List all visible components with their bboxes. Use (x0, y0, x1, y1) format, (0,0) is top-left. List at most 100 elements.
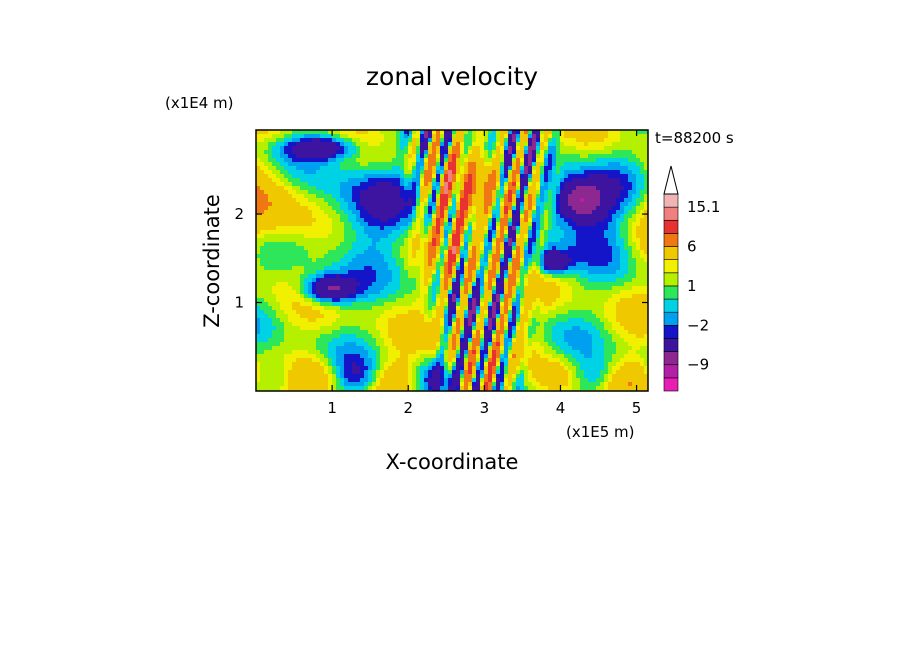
heatmap-cell (480, 222, 485, 227)
heatmap-cell (380, 162, 385, 167)
heatmap-cell (436, 174, 441, 179)
heatmap-cell (536, 226, 541, 231)
heatmap-cell (364, 354, 369, 359)
heatmap-cell (280, 142, 285, 147)
heatmap-cell (364, 130, 369, 135)
heatmap-cell (468, 206, 473, 211)
heatmap-cell (316, 222, 321, 227)
heatmap-cell (528, 150, 533, 155)
heatmap-cell (432, 146, 437, 151)
heatmap-cell (304, 210, 309, 215)
heatmap-cell (388, 346, 393, 351)
heatmap-cell (532, 190, 537, 195)
heatmap-cell (304, 170, 309, 175)
heatmap-cell (456, 350, 461, 355)
heatmap-cell (312, 314, 317, 319)
heatmap-cell (364, 194, 369, 199)
heatmap-cell (344, 294, 349, 299)
heatmap-cell (400, 242, 405, 247)
heatmap-cell (324, 186, 329, 191)
heatmap-cell (444, 322, 449, 327)
heatmap-cell (432, 318, 437, 323)
heatmap-cell (508, 218, 513, 223)
heatmap-cell (304, 346, 309, 351)
heatmap-cell (528, 246, 533, 251)
heatmap-cell (516, 362, 521, 367)
heatmap-cell (304, 190, 309, 195)
heatmap-cell (504, 302, 509, 307)
heatmap-cell (528, 190, 533, 195)
heatmap-cell (556, 186, 561, 191)
heatmap-cell (288, 150, 293, 155)
heatmap-cell (508, 350, 513, 355)
heatmap-cell (432, 210, 437, 215)
heatmap-cell (336, 262, 341, 267)
heatmap-cell (324, 282, 329, 287)
heatmap-cell (340, 282, 345, 287)
heatmap-cell (472, 218, 477, 223)
heatmap-cell (260, 182, 265, 187)
heatmap-cell (336, 370, 341, 375)
heatmap-cell (332, 346, 337, 351)
heatmap-cell (428, 186, 433, 191)
heatmap-cell (288, 206, 293, 211)
heatmap-cell (332, 266, 337, 271)
heatmap-cell (300, 282, 305, 287)
heatmap-cell (528, 250, 533, 255)
heatmap-cell (384, 282, 389, 287)
heatmap-cell (432, 298, 437, 303)
heatmap-cell (376, 358, 381, 363)
heatmap-cell (428, 178, 433, 183)
heatmap-cell (448, 198, 453, 203)
heatmap-cell (540, 154, 545, 159)
heatmap-cell (356, 350, 361, 355)
heatmap-cell (492, 206, 497, 211)
heatmap-cell (384, 198, 389, 203)
heatmap-cell (348, 230, 353, 235)
heatmap-cell (520, 198, 525, 203)
heatmap-cell (344, 318, 349, 323)
heatmap-cell (312, 226, 317, 231)
heatmap-cell (460, 278, 465, 283)
heatmap-cell (288, 234, 293, 239)
heatmap-cell (536, 218, 541, 223)
heatmap-cell (292, 242, 297, 247)
heatmap-cell (492, 234, 497, 239)
heatmap-cell (500, 254, 505, 259)
heatmap-cell (328, 234, 333, 239)
heatmap-cell (304, 222, 309, 227)
heatmap-cell (372, 382, 377, 387)
heatmap-cell (268, 138, 273, 143)
heatmap-cell (348, 182, 353, 187)
heatmap-cell (520, 238, 525, 243)
heatmap-cell (488, 290, 493, 295)
heatmap-cell (440, 318, 445, 323)
heatmap-cell (380, 346, 385, 351)
heatmap-cell (400, 254, 405, 259)
heatmap-cell (356, 166, 361, 171)
heatmap-cell (376, 166, 381, 171)
heatmap-cell (520, 274, 525, 279)
heatmap-cell (268, 366, 273, 371)
heatmap-cell (544, 166, 549, 171)
heatmap-cell (340, 190, 345, 195)
heatmap-cell (432, 386, 437, 391)
heatmap-cell (416, 210, 421, 215)
heatmap-cell (344, 162, 349, 167)
heatmap-cell (284, 158, 289, 163)
heatmap-cell (380, 354, 385, 359)
heatmap-cell (256, 158, 261, 163)
heatmap-cell (316, 342, 321, 347)
heatmap-cell (400, 218, 405, 223)
heatmap-cell (448, 146, 453, 151)
heatmap-cell (328, 262, 333, 267)
heatmap-cell (324, 306, 329, 311)
heatmap-cell (300, 234, 305, 239)
heatmap-cell (428, 346, 433, 351)
heatmap-cell (536, 194, 541, 199)
heatmap-cell (400, 138, 405, 143)
heatmap-cell (360, 170, 365, 175)
heatmap-cell (276, 194, 281, 199)
heatmap-cell (536, 190, 541, 195)
heatmap-cell (448, 374, 453, 379)
